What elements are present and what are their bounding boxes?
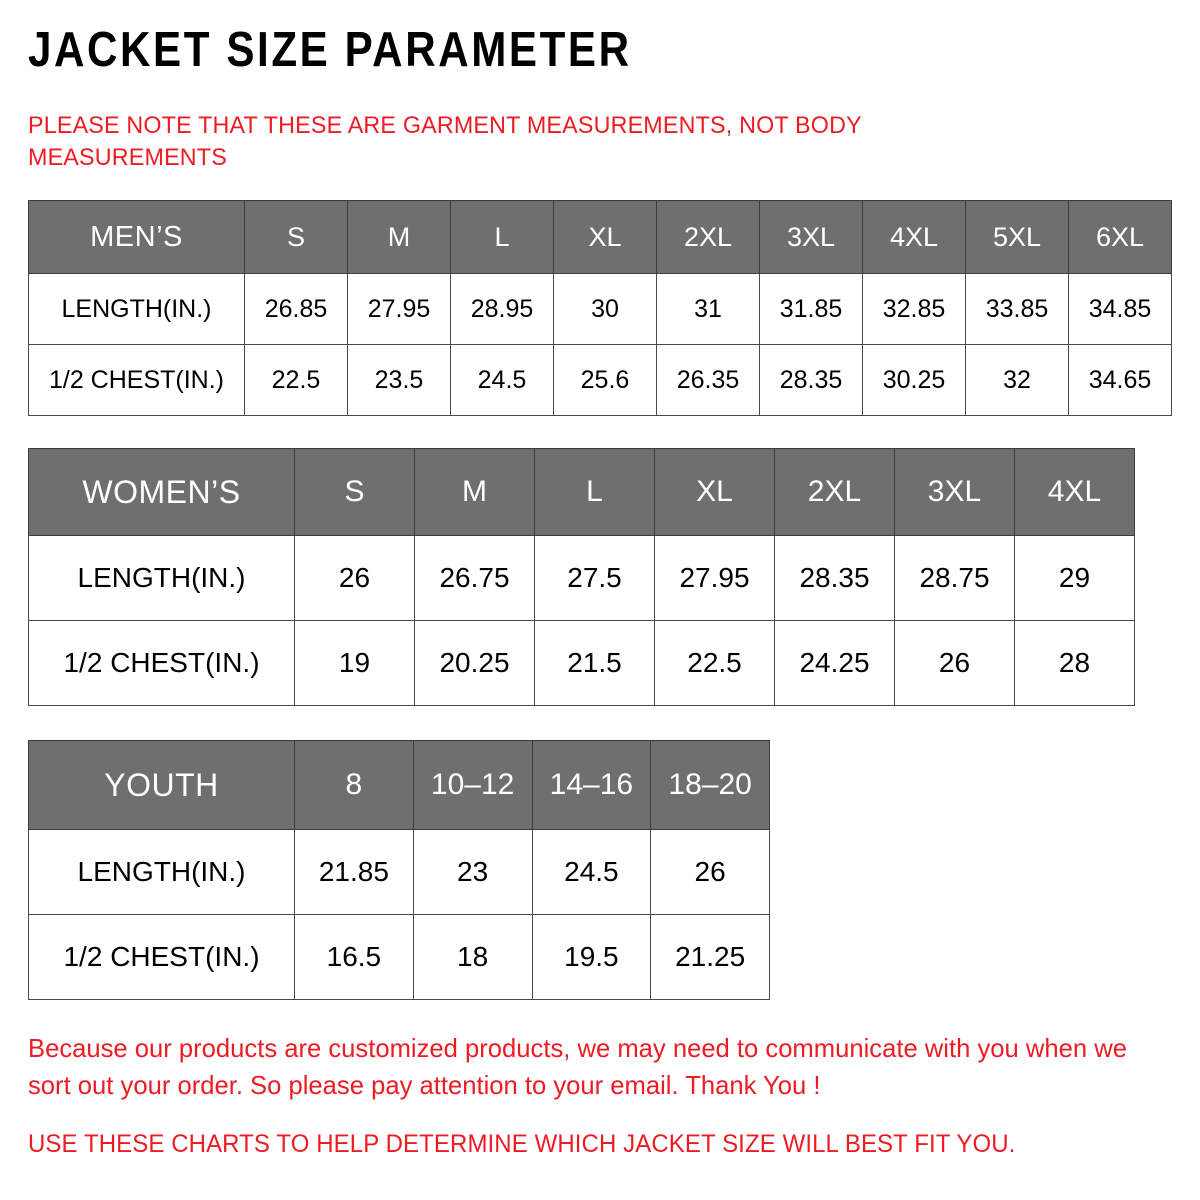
measurement-value: 26 (650, 829, 770, 915)
table-header-row: WOMEN’S S M L XL 2XL 3XL 4XL (28, 448, 1135, 536)
measurement-value: 26.75 (414, 535, 535, 621)
measurement-value: 21.85 (294, 829, 414, 915)
measurement-value: 21.5 (534, 620, 655, 706)
measurement-label: LENGTH(IN.) (28, 829, 295, 915)
size-header-4xl: 4XL (862, 200, 966, 274)
size-header-2xl: 2XL (656, 200, 760, 274)
use-charts-note: USE THESE CHARTS TO HELP DETERMINE WHICH… (28, 1130, 1016, 1158)
size-header-6xl: 6XL (1068, 200, 1172, 274)
measurement-label: LENGTH(IN.) (28, 535, 295, 621)
womens-size-table: WOMEN’S S M L XL 2XL 3XL 4XL LENGTH(IN.) 26 26.75… (28, 448, 1135, 706)
measurement-value: 26.35 (656, 344, 760, 416)
measurement-value: 23.5 (347, 344, 451, 416)
size-header-l: L (450, 200, 554, 274)
measurement-value: 21.25 (650, 914, 770, 1000)
womens-table-body: LENGTH(IN.) 26 26.75 27.5 27.95 28.35 28.75 29 1… (28, 535, 1135, 706)
size-header-8: 8 (294, 740, 414, 830)
size-header-10-12: 10–12 (412, 740, 533, 830)
measurement-value: 30 (553, 273, 657, 345)
table-row: LENGTH(IN.) 26 26.75 27.5 27.95 28.35 28.75 29 (28, 535, 1135, 621)
youth-table-header: YOUTH 8 10–12 14–16 18–20 (28, 740, 770, 830)
measurement-value: 25.6 (553, 344, 657, 416)
measurement-value: 28.35 (759, 344, 863, 416)
size-header-2xl: 2XL (774, 448, 895, 536)
mens-size-table: MEN’S S M L XL 2XL 3XL 4XL 5XL 6XL LENGTH(IN.) 26.… (28, 200, 1172, 416)
measurement-value: 16.5 (294, 914, 414, 1000)
size-header-14-16: 14–16 (531, 740, 652, 830)
page-title: JACKET SIZE PARAMETER (28, 23, 632, 77)
size-header-5xl: 5XL (965, 200, 1069, 274)
mens-table-body: LENGTH(IN.) 26.85 27.95 28.95 30 31 31.85 32.85… (28, 273, 1172, 416)
youth-size-table: YOUTH 8 10–12 14–16 18–20 LENGTH(IN.) 21.85 23… (28, 740, 770, 1000)
measurement-value: 26 (294, 535, 415, 621)
youth-corner-label: YOUTH (28, 740, 295, 830)
measurement-value: 24.25 (774, 620, 895, 706)
womens-corner-label: WOMEN’S (28, 448, 295, 536)
measurement-label: 1/2 CHEST(IN.) (28, 344, 245, 416)
table-row: LENGTH(IN.) 21.85 23 24.5 26 (28, 829, 770, 915)
measurement-value: 27.95 (347, 273, 451, 345)
measurement-value: 34.85 (1068, 273, 1172, 345)
size-header-xl: XL (553, 200, 657, 274)
measurement-value: 19.5 (531, 914, 652, 1000)
size-header-m: M (414, 448, 535, 536)
measurement-value: 32.85 (862, 273, 966, 345)
measurement-label: LENGTH(IN.) (28, 273, 245, 345)
measurement-value: 32 (965, 344, 1069, 416)
table-header-row: MEN’S S M L XL 2XL 3XL 4XL 5XL 6XL (28, 200, 1172, 274)
measurement-value: 24.5 (450, 344, 554, 416)
mens-table-header: MEN’S S M L XL 2XL 3XL 4XL 5XL 6XL (28, 200, 1172, 274)
measurement-value: 26 (894, 620, 1015, 706)
measurement-value: 24.5 (531, 829, 652, 915)
measurement-value: 20.25 (414, 620, 535, 706)
measurement-value: 28.35 (774, 535, 895, 621)
size-header-18-20: 18–20 (650, 740, 770, 830)
measurement-value: 33.85 (965, 273, 1069, 345)
measurement-label: 1/2 CHEST(IN.) (28, 620, 295, 706)
table-row: 1/2 CHEST(IN.) 22.5 23.5 24.5 25.6 26.35 28.35… (28, 344, 1172, 416)
mens-corner-label: MEN’S (28, 200, 245, 274)
measurement-value: 18 (412, 914, 533, 1000)
measurement-value: 31.85 (759, 273, 863, 345)
measurement-label: 1/2 CHEST(IN.) (28, 914, 295, 1000)
customization-note: Because our products are customized prod… (28, 1033, 1127, 1100)
measurement-value: 27.5 (534, 535, 655, 621)
size-header-m: M (347, 200, 451, 274)
measurement-value: 34.65 (1068, 344, 1172, 416)
measurement-value: 27.95 (654, 535, 775, 621)
size-header-xl: XL (654, 448, 775, 536)
womens-table-header: WOMEN’S S M L XL 2XL 3XL 4XL (28, 448, 1135, 536)
youth-table-body: LENGTH(IN.) 21.85 23 24.5 26 1/2 CHEST(IN.) 16… (28, 829, 770, 1000)
measurement-value: 23 (412, 829, 533, 915)
table-row: 1/2 CHEST(IN.) 19 20.25 21.5 22.5 24.25 26 28 (28, 620, 1135, 706)
measurement-value: 22.5 (244, 344, 348, 416)
table-row: LENGTH(IN.) 26.85 27.95 28.95 30 31 31.85 32.85… (28, 273, 1172, 345)
measurement-value: 28.95 (450, 273, 554, 345)
measurement-value: 30.25 (862, 344, 966, 416)
size-header-l: L (534, 448, 655, 536)
size-header-s: S (244, 200, 348, 274)
measurement-value: 28.75 (894, 535, 1015, 621)
garment-measurement-note: PLEASE NOTE THAT THESE ARE GARMENT MEASU… (28, 112, 862, 171)
size-header-3xl: 3XL (759, 200, 863, 274)
size-header-s: S (294, 448, 415, 536)
measurement-value: 31 (656, 273, 760, 345)
table-row: 1/2 CHEST(IN.) 16.5 18 19.5 21.25 (28, 914, 770, 1000)
measurement-value: 28 (1014, 620, 1135, 706)
size-header-3xl: 3XL (894, 448, 1015, 536)
measurement-value: 26.85 (244, 273, 348, 345)
measurement-value: 19 (294, 620, 415, 706)
size-header-4xl: 4XL (1014, 448, 1135, 536)
table-header-row: YOUTH 8 10–12 14–16 18–20 (28, 740, 770, 830)
measurement-value: 22.5 (654, 620, 775, 706)
measurement-value: 29 (1014, 535, 1135, 621)
